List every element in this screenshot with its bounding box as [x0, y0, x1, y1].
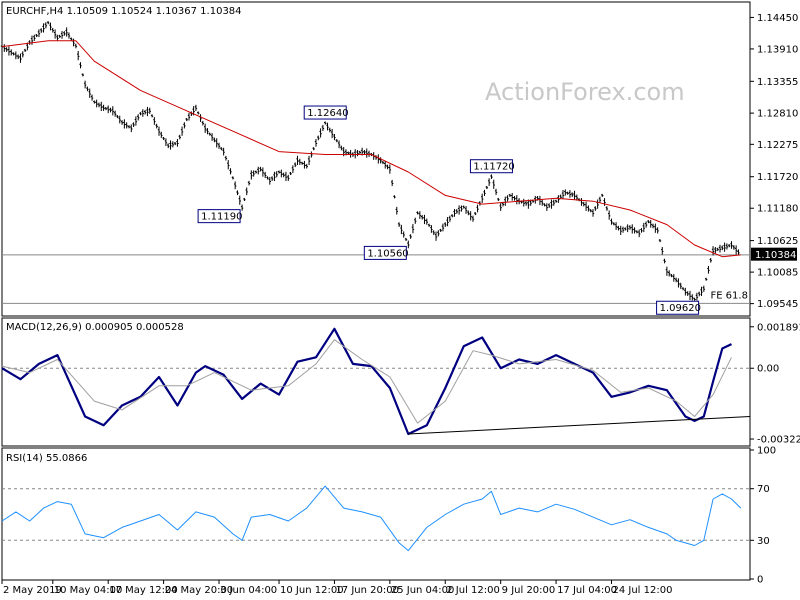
price-ytick-label: 1.11720: [757, 172, 798, 183]
rsi-panel-frame: [1, 447, 751, 581]
grid-layer: [2, 254, 750, 541]
x-tick-label: 24 May 20:00: [165, 585, 234, 596]
macd-ytick-label: 0.001891: [757, 322, 800, 333]
rsi-ytick-label: 0: [757, 575, 763, 586]
price-annotation-box: [469, 159, 513, 174]
x-tick-label: 9 Jul 20:00: [502, 585, 556, 596]
price-ytick-label: 1.12810: [757, 109, 798, 120]
price-annotation-box: [363, 245, 407, 260]
last-price-label: 1.10384: [755, 250, 796, 261]
price-ytick-label: 1.10085: [757, 268, 798, 279]
price-header: EURCHF,H4 1.10509 1.10524 1.10367 1.1038…: [6, 6, 242, 17]
x-tick-label: 2 May 2019: [3, 585, 62, 596]
fe-annotation: FE 61.8: [710, 291, 748, 302]
price-annotation-label: 1.12640: [307, 108, 348, 119]
price-bars: [0, 21, 740, 301]
label-layer: 1.12640 1.11190 1.11720 1.10560 1.09620 FE 61…: [197, 105, 748, 315]
macd-header: MACD(12,26,9) 0.000905 0.000528: [6, 322, 184, 333]
x-tick-label: 24 Jul 12:00: [612, 585, 672, 596]
x-tick-label: 17 May 12:00: [109, 585, 178, 596]
x-tick-label: 3 Jun 04:00: [220, 585, 277, 596]
price-ytick-label: 1.13355: [757, 77, 798, 88]
moving-average-line: [1, 40, 741, 258]
x-tick-label: 10 Jun 12:00: [280, 585, 344, 596]
macd-trendline: [408, 416, 751, 435]
price-annotation-box: [303, 105, 347, 120]
price-ytick-label: 1.13910: [757, 44, 798, 55]
x-tick-label: 17 Jul 04:00: [557, 585, 617, 596]
macd-panel-frame: [1, 317, 751, 447]
macd-line: [1, 327, 732, 436]
x-tick-label: 10 May 04:00: [54, 585, 123, 596]
price-ytick-label: 1.14450: [757, 13, 798, 24]
watermark: ActionForex.com: [485, 78, 685, 106]
macd-ytick-label: -0.003228: [757, 435, 800, 446]
x-tick-label: 17 Jun 20:00: [335, 585, 399, 596]
rsi-ytick-label: 100: [757, 446, 776, 457]
rsi-line: [1, 485, 742, 552]
price-annotation-label: 1.11190: [201, 212, 242, 223]
price-annotation-box: [656, 300, 700, 315]
x-tick-label: 25 Jun 04:00: [391, 585, 455, 596]
rsi-ytick-label: 70: [757, 484, 770, 495]
signal-line: [1, 339, 732, 424]
price-ytick-label: 1.11180: [757, 204, 798, 215]
price-annotation-box: [197, 209, 241, 224]
macd-ytick-label: 0.00: [757, 364, 779, 375]
price-annotation-label: 1.11720: [473, 162, 514, 173]
last-price-tag: [751, 247, 797, 261]
price-ytick-label: 1.09545: [757, 299, 798, 310]
axis-layer: 1.14450 1.13910 1.13355 1.12810 1.12275 1.117…: [1, 13, 800, 596]
price-panel-frame: [1, 1, 751, 317]
price-annotation-label: 1.09620: [660, 303, 701, 314]
price-ytick-label: 1.10625: [757, 236, 798, 247]
series-layer: [0, 21, 751, 552]
rsi-header: RSI(14) 55.0866: [6, 453, 87, 464]
price-annotation-label: 1.10560: [367, 248, 408, 259]
rsi-ytick-label: 30: [757, 536, 770, 547]
x-tick-label: 2 Jul 12:00: [446, 585, 500, 596]
price-ytick-label: 1.12275: [757, 140, 798, 151]
